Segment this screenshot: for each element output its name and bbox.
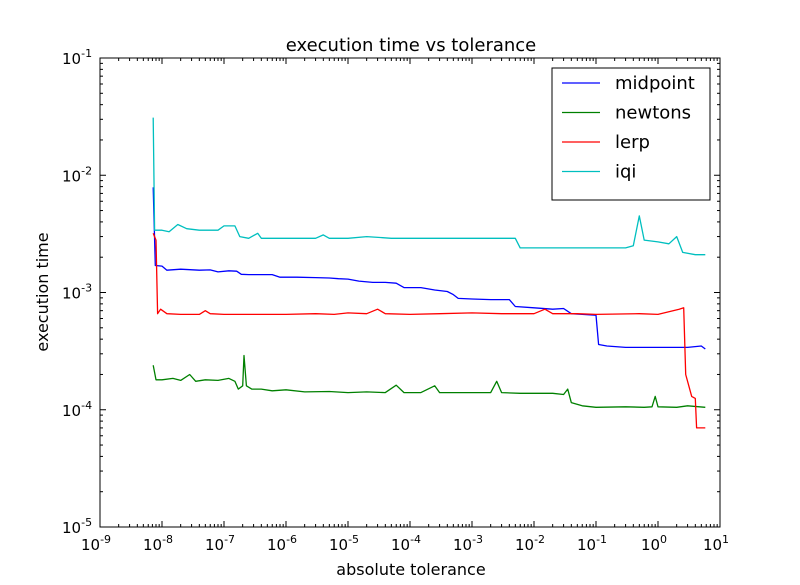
chart-title: execution time vs tolerance [286, 35, 537, 56]
y-tick-label: 10-1 [62, 47, 92, 68]
series-line-newtons [152, 354, 706, 408]
x-tick-label: 100 [641, 533, 667, 554]
legend-label-midpoint: midpoint [615, 73, 695, 94]
y-tick-label: 10-2 [62, 164, 92, 185]
x-tick-label: 10-6 [267, 533, 297, 554]
y-tick-label: 10-4 [62, 399, 92, 420]
y-tick-label: 10-3 [62, 282, 92, 303]
x-tick-label: 10-3 [453, 533, 483, 554]
legend-label-lerp: lerp [615, 132, 650, 153]
x-tick-label: 10-1 [577, 533, 607, 554]
y-axis-label: execution time [33, 232, 52, 351]
legend-label-newtons: newtons [615, 103, 691, 124]
legend-box [551, 67, 711, 201]
x-tick-label: 101 [703, 533, 729, 554]
legend: midpoint newtons lerp iqi [551, 67, 711, 201]
x-tick-label: 10-2 [515, 533, 545, 554]
y-tick-label: 10-5 [62, 516, 92, 537]
x-tick-label: 10-4 [391, 533, 421, 554]
x-axis-label: absolute tolerance [336, 560, 485, 579]
x-tick-label: 10-7 [205, 533, 235, 554]
series-line-lerp [152, 233, 706, 429]
series-line-iqi [152, 117, 706, 256]
ticks-layer: 10-9 10-8 10-7 10-6 10-5 10-4 10-3 10-2 10-1 100 1… [62, 47, 729, 554]
legend-label-iqi: iqi [615, 162, 636, 183]
x-tick-label: 10-5 [329, 533, 359, 554]
x-tick-label: 10-9 [81, 533, 111, 554]
x-tick-label: 10-8 [143, 533, 173, 554]
series-layer [152, 117, 706, 429]
